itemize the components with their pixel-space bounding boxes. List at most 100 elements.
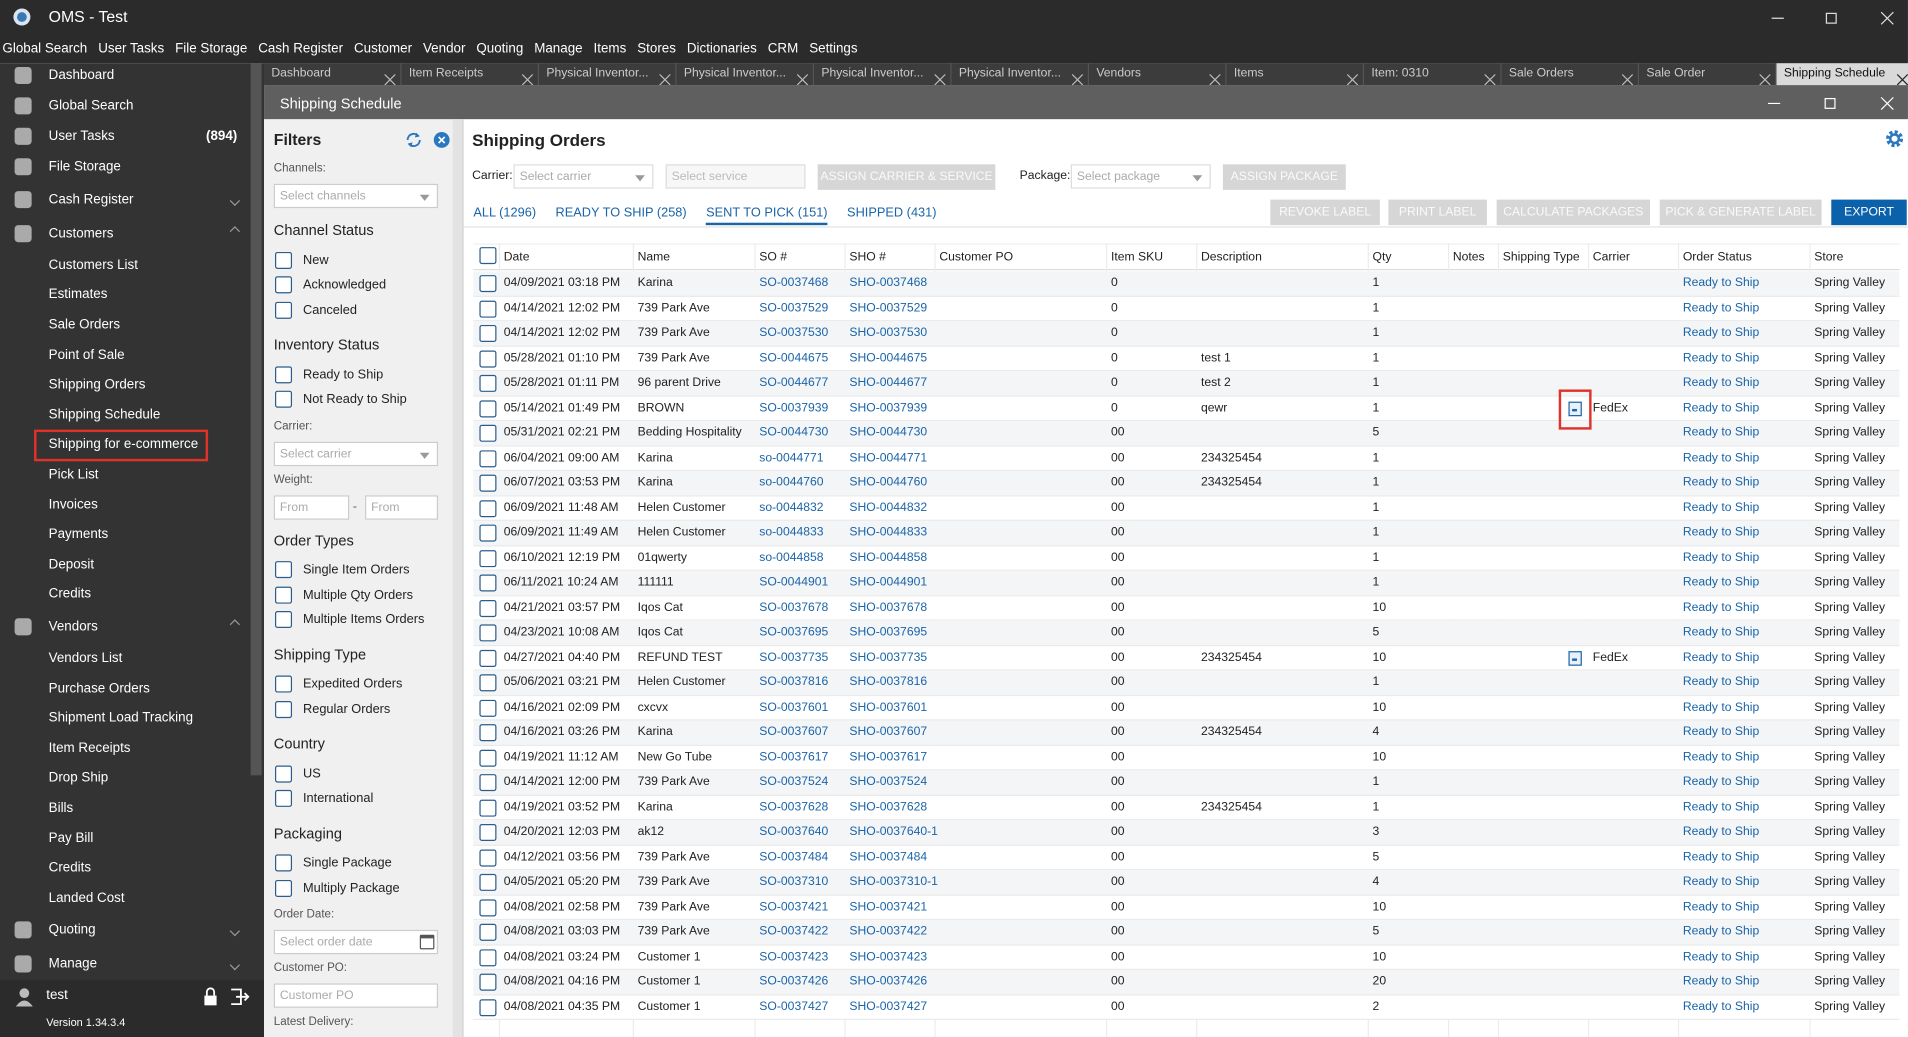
nav-item[interactable]: Drop Ship bbox=[0, 763, 249, 793]
table-row[interactable]: 04/23/2021 10:08 AM Iqos Cat SO-0037695 SHO… bbox=[473, 620, 1900, 646]
cell-link[interactable]: SHO-0044760 bbox=[849, 475, 928, 490]
filter-option[interactable]: Not Ready to Ship bbox=[274, 387, 444, 412]
cell-link[interactable]: SHO-0044675 bbox=[849, 351, 928, 365]
cell-link[interactable]: SHO-0037678 bbox=[849, 600, 928, 615]
nav-item[interactable]: Purchase Orders bbox=[0, 673, 249, 703]
nav-item[interactable]: Shipping for e-commerce bbox=[0, 429, 249, 462]
table-row[interactable]: 04/19/2021 11:12 AM New Go Tube SO-0037617… bbox=[473, 745, 1900, 771]
nav-item[interactable]: Point of Sale bbox=[0, 340, 249, 370]
nav-group[interactable]: Quoting bbox=[0, 913, 249, 947]
cell-link[interactable]: SO-0037468 bbox=[759, 276, 829, 290]
table-row[interactable]: 06/07/2021 03:53 PM Karina so-0044760 SHO-0… bbox=[473, 471, 1900, 496]
table-row[interactable]: 04/08/2021 03:03 PM 739 Park Ave SO-003742… bbox=[473, 920, 1900, 946]
checkbox[interactable] bbox=[479, 848, 497, 866]
nav-item[interactable]: Sale Orders bbox=[0, 310, 249, 340]
tab[interactable]: Item: 0310 bbox=[1364, 63, 1502, 86]
checkbox[interactable] bbox=[479, 324, 497, 343]
checkbox[interactable] bbox=[479, 349, 497, 367]
tab-close[interactable] bbox=[1209, 69, 1221, 86]
tab-close[interactable] bbox=[1346, 69, 1359, 86]
cell-link[interactable]: Ready to Ship bbox=[1682, 525, 1760, 540]
cell-link[interactable]: SO-0037426 bbox=[759, 974, 829, 989]
cell-link[interactable]: Ready to Ship bbox=[1682, 750, 1760, 764]
cell-link[interactable]: Ready to Ship bbox=[1682, 825, 1760, 839]
menu-item[interactable]: File Storage bbox=[175, 41, 248, 56]
nav-item[interactable]: Shipping Schedule bbox=[0, 400, 249, 430]
cell-link[interactable]: SO-0044675 bbox=[759, 351, 829, 365]
input[interactable]: Select order date bbox=[273, 929, 439, 955]
table-row[interactable]: 05/28/2021 01:10 PM 739 Park Ave SO-004467… bbox=[473, 346, 1900, 372]
cell-link[interactable]: SO-0037601 bbox=[759, 700, 829, 714]
nav-item[interactable]: Customers List bbox=[0, 250, 249, 280]
status-tab[interactable]: SHIPPED (431) bbox=[847, 205, 937, 221]
user-actions[interactable] bbox=[202, 987, 251, 1006]
table-row[interactable]: 04/16/2021 03:26 PM Karina SO-0037607 SHO-0… bbox=[473, 720, 1900, 746]
tab-close[interactable] bbox=[1759, 69, 1771, 86]
table-row[interactable]: 05/28/2021 01:11 PM 96 parent Drive SO-004… bbox=[473, 371, 1900, 397]
menu-item[interactable]: CRM bbox=[767, 41, 799, 56]
cell-link[interactable]: Ready to Ship bbox=[1682, 425, 1760, 440]
action-button[interactable]: PRINT LABEL bbox=[1388, 199, 1487, 226]
checkbox[interactable] bbox=[274, 675, 293, 693]
nav-group[interactable]: Vendors bbox=[0, 609, 249, 643]
column-header[interactable]: Order Status bbox=[1682, 250, 1752, 265]
menu-item[interactable]: Quoting bbox=[476, 41, 524, 56]
status-tab[interactable]: SENT TO PICK (151) bbox=[706, 197, 828, 226]
cell-link[interactable]: Ready to Ship bbox=[1682, 575, 1760, 590]
assign-carrier-button[interactable]: ASSIGN CARRIER & SERVICE bbox=[817, 164, 996, 190]
checkbox[interactable] bbox=[479, 399, 497, 417]
table-row[interactable]: 04/14/2021 12:02 PM 739 Park Ave SO-003753… bbox=[473, 321, 1900, 347]
table-row[interactable]: 04/16/2021 02:09 PM cxcvx SO-0037601 SHO-00… bbox=[473, 695, 1900, 721]
cell-link[interactable]: SO-0037735 bbox=[759, 650, 829, 664]
filter-option[interactable]: Multiple Items Orders bbox=[274, 607, 444, 632]
cell-link[interactable]: SO-0044730 bbox=[759, 425, 829, 440]
cell-link[interactable]: SO-0044677 bbox=[759, 376, 829, 390]
checkbox[interactable] bbox=[479, 998, 497, 1016]
cell-link[interactable]: SHO-0037695 bbox=[849, 625, 928, 639]
checkbox[interactable] bbox=[479, 599, 497, 617]
cell-link[interactable]: SHO-0037484 bbox=[849, 850, 928, 864]
tab-close[interactable] bbox=[1896, 69, 1908, 86]
cell-link[interactable]: SO-0037640 bbox=[759, 825, 829, 839]
checkbox[interactable] bbox=[479, 724, 497, 742]
checkbox[interactable] bbox=[479, 574, 497, 592]
nav-item[interactable]: Payments bbox=[0, 520, 249, 550]
column-header[interactable]: Item SKU bbox=[1110, 250, 1164, 265]
checkbox[interactable] bbox=[479, 524, 497, 542]
table-row[interactable]: 04/08/2021 04:16 PM Customer 1 SO-0037426 S… bbox=[473, 970, 1900, 995]
checkbox[interactable] bbox=[274, 301, 293, 319]
menu-item[interactable]: User Tasks bbox=[98, 41, 165, 56]
table-row[interactable]: 04/08/2021 04:35 PM Customer 1 SO-0037427 S… bbox=[473, 994, 1900, 1020]
cell-link[interactable]: SO-0037617 bbox=[759, 750, 829, 764]
cell-link[interactable]: Ready to Ship bbox=[1682, 700, 1760, 714]
label-icon[interactable] bbox=[1568, 650, 1582, 666]
cell-link[interactable]: SHO-0044730 bbox=[849, 425, 928, 440]
status-tab[interactable]: READY TO SHIP (258) bbox=[555, 205, 687, 221]
cell-link[interactable]: Ready to Ship bbox=[1682, 775, 1760, 789]
menu-item[interactable]: Items bbox=[593, 41, 627, 56]
cell-link[interactable]: Ready to Ship bbox=[1682, 650, 1760, 664]
cell-link[interactable]: SHO-0037617 bbox=[849, 750, 928, 764]
cell-link[interactable]: Ready to Ship bbox=[1682, 999, 1760, 1014]
cell-link[interactable]: Ready to Ship bbox=[1682, 900, 1760, 914]
cell-link[interactable]: SHO-0037529 bbox=[849, 301, 928, 315]
cell-link[interactable]: Ready to Ship bbox=[1682, 401, 1760, 415]
table-row[interactable]: 04/12/2021 03:56 PM 739 Park Ave SO-003748… bbox=[473, 845, 1900, 871]
cell-link[interactable]: Ready to Ship bbox=[1682, 924, 1760, 939]
nav-group[interactable]: Customers bbox=[0, 216, 249, 250]
cell-link[interactable]: Ready to Ship bbox=[1682, 276, 1760, 290]
menu-item[interactable]: Stores bbox=[637, 41, 676, 56]
nav-group[interactable]: User Tasks (894) bbox=[0, 121, 249, 151]
cell-link[interactable]: Ready to Ship bbox=[1682, 351, 1760, 365]
table-row[interactable]: 06/10/2021 12:19 PM 01qwerty so-0044858 SHO… bbox=[473, 545, 1900, 571]
filter-option[interactable]: International bbox=[274, 786, 444, 811]
cell-link[interactable]: Ready to Ship bbox=[1682, 550, 1760, 565]
column-header[interactable]: SHO # bbox=[849, 250, 886, 265]
filter-option[interactable]: New bbox=[274, 248, 444, 273]
cell-link[interactable]: Ready to Ship bbox=[1682, 301, 1760, 315]
tab-close[interactable] bbox=[796, 69, 809, 86]
checkbox[interactable] bbox=[479, 799, 497, 817]
nav-item[interactable]: Vendors List bbox=[0, 643, 249, 673]
table-row[interactable]: 05/06/2021 03:21 PM Helen Customer SO-0037… bbox=[473, 670, 1900, 696]
package-select[interactable]: Select package bbox=[1070, 164, 1211, 189]
